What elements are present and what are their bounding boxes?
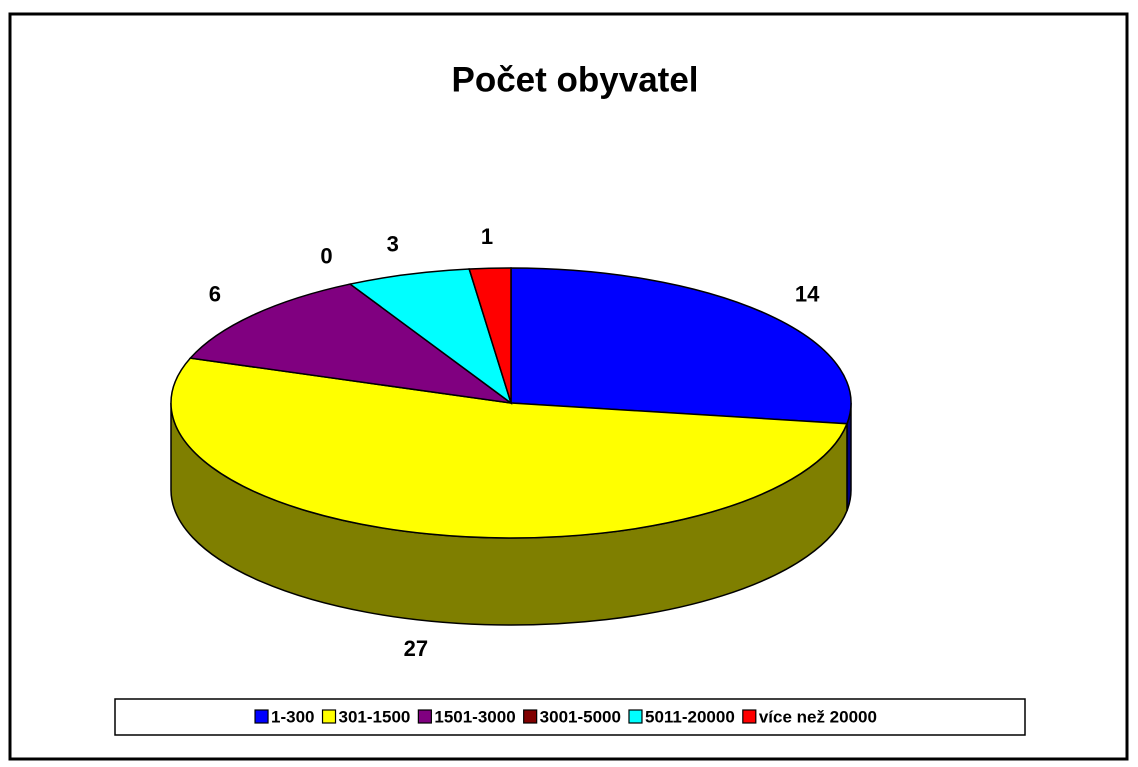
data-label: 27 [404,636,428,661]
legend-label: 5011-20000 [645,707,735,726]
data-label: 0 [320,243,332,268]
slice [348,268,513,405]
slice [188,283,512,404]
data-label: 1 [481,224,493,249]
legend-label: více než 20000 [759,707,877,726]
legend-swatch [523,709,538,724]
legend-label: 301-1500 [339,707,411,726]
chart-title: Počet obyvatel [451,60,698,99]
slice [468,267,512,404]
legend-swatch [417,709,432,724]
legend-label: 1-300 [271,707,314,726]
slice [170,357,849,539]
legend-label: 3001-5000 [540,707,621,726]
data-label: 14 [795,281,820,306]
data-label: 6 [209,281,221,306]
data-label: 3 [387,232,399,257]
legend-label: 1501-3000 [434,707,515,726]
legend-swatch [321,709,337,724]
legend-swatch [742,709,757,724]
legend-swatch [254,709,269,724]
legend-swatch [628,709,643,724]
slice [510,267,852,425]
